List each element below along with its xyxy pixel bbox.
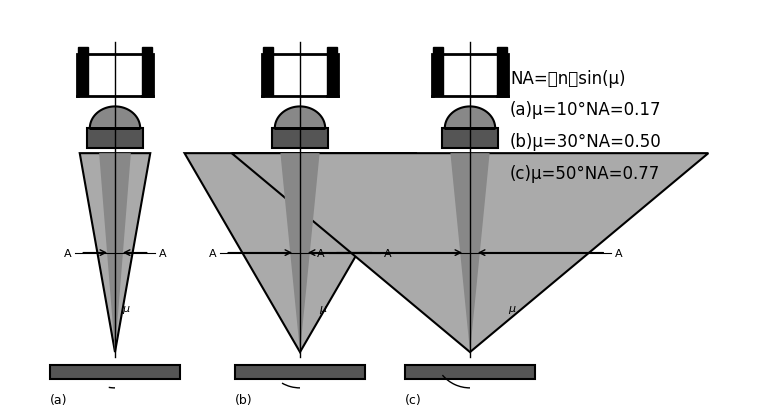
Text: (a)μ=10°NA=0.17: (a)μ=10°NA=0.17 [510, 101, 661, 119]
Text: A: A [159, 248, 166, 258]
Polygon shape [235, 365, 365, 379]
Text: A: A [317, 248, 325, 258]
Polygon shape [433, 47, 443, 97]
Text: μ: μ [122, 303, 130, 314]
Text: (b): (b) [235, 393, 253, 406]
Polygon shape [405, 365, 535, 379]
Polygon shape [87, 129, 143, 149]
Polygon shape [184, 154, 415, 352]
Polygon shape [497, 47, 507, 97]
Polygon shape [142, 47, 152, 97]
Polygon shape [445, 107, 495, 129]
Text: μ: μ [319, 303, 326, 314]
Polygon shape [450, 154, 490, 352]
Polygon shape [80, 154, 151, 352]
Polygon shape [50, 365, 180, 379]
Polygon shape [442, 129, 498, 149]
Polygon shape [263, 47, 273, 97]
Polygon shape [232, 154, 708, 352]
Polygon shape [262, 54, 338, 97]
Text: A: A [384, 248, 392, 258]
Polygon shape [275, 107, 325, 129]
Polygon shape [432, 54, 508, 97]
Polygon shape [272, 129, 328, 149]
Polygon shape [90, 107, 141, 129]
Polygon shape [327, 47, 337, 97]
Polygon shape [77, 54, 153, 97]
Text: A: A [64, 248, 71, 258]
Text: A: A [615, 248, 623, 258]
Polygon shape [280, 154, 319, 352]
Text: μ: μ [508, 303, 515, 314]
Polygon shape [99, 154, 131, 352]
Text: (c): (c) [405, 393, 422, 406]
Text: (b)μ=30°NA=0.50: (b)μ=30°NA=0.50 [510, 133, 662, 151]
Polygon shape [78, 47, 88, 97]
Text: A: A [209, 248, 217, 258]
Text: NA=（n）sin(μ): NA=（n）sin(μ) [510, 70, 625, 88]
Text: (a): (a) [50, 393, 68, 406]
Text: (c)μ=50°NA=0.77: (c)μ=50°NA=0.77 [510, 165, 660, 183]
